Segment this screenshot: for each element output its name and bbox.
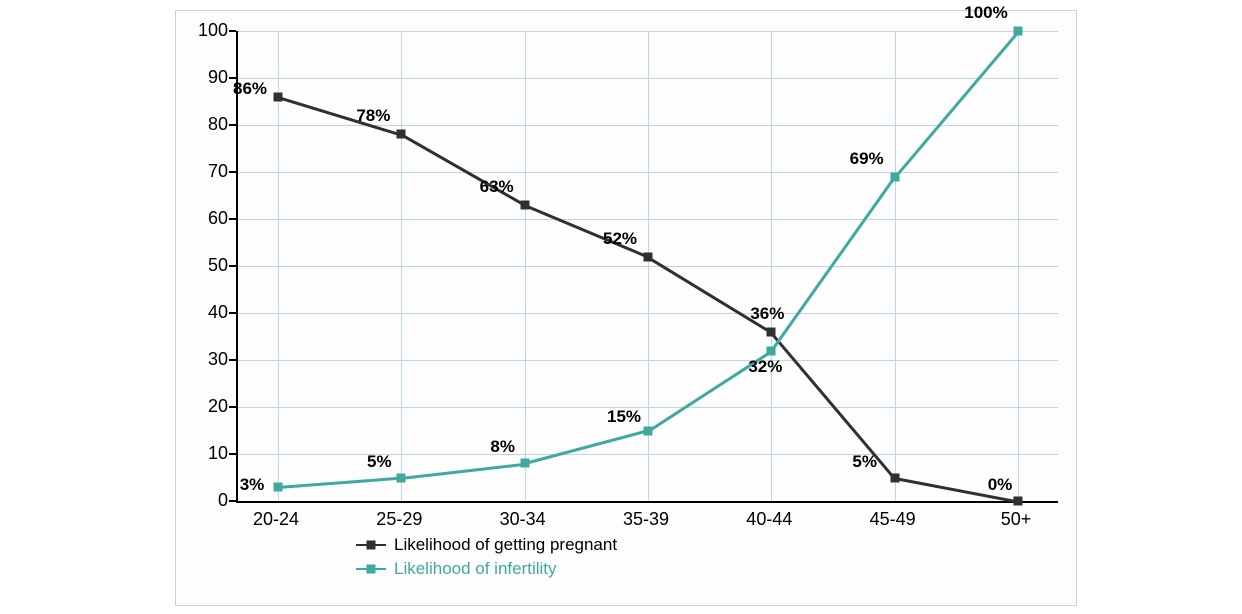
y-tick-label: 10 — [178, 443, 228, 464]
gridline-vertical — [401, 31, 402, 501]
y-tick-mark — [229, 124, 236, 126]
legend-item-pregnant: Likelihood of getting pregnant — [356, 533, 617, 557]
y-tick-mark — [229, 453, 236, 455]
legend: Likelihood of getting pregnant Likelihoo… — [356, 533, 617, 581]
x-tick-label: 20-24 — [253, 509, 299, 530]
gridline-vertical — [771, 31, 772, 501]
data-label-pregnant: 86% — [233, 79, 267, 99]
y-tick-mark — [229, 265, 236, 267]
square-marker-icon — [367, 541, 376, 550]
data-point-infertility — [520, 459, 529, 468]
legend-label-infertility: Likelihood of infertility — [394, 559, 557, 579]
y-tick-label: 100 — [178, 20, 228, 41]
data-label-pregnant: 5% — [852, 452, 877, 472]
y-tick-mark — [229, 77, 236, 79]
x-tick-label: 50+ — [1001, 509, 1032, 530]
data-label-infertility: 69% — [850, 149, 884, 169]
x-tick-label: 45-49 — [870, 509, 916, 530]
data-point-pregnant — [520, 200, 529, 209]
gridline-vertical — [895, 31, 896, 501]
y-tick-label: 30 — [178, 349, 228, 370]
gridline-vertical — [525, 31, 526, 501]
data-point-infertility — [890, 172, 899, 181]
y-tick-mark — [229, 500, 236, 502]
y-tick-label: 20 — [178, 396, 228, 417]
data-point-infertility — [274, 482, 283, 491]
y-tick-label: 80 — [178, 114, 228, 135]
data-point-pregnant — [274, 92, 283, 101]
data-label-infertility: 3% — [240, 475, 265, 495]
data-label-infertility: 100% — [964, 3, 1007, 23]
y-tick-label: 50 — [178, 255, 228, 276]
data-label-infertility: 32% — [748, 357, 782, 377]
y-tick-label: 70 — [178, 161, 228, 182]
data-label-infertility: 15% — [607, 407, 641, 427]
plot-area: 86%78%63%52%36%5%0%3%5%8%15%32%69%100% — [236, 31, 1058, 503]
data-label-infertility: 5% — [367, 452, 392, 472]
y-tick-mark — [229, 359, 236, 361]
data-label-pregnant: 0% — [988, 475, 1013, 495]
data-label-pregnant: 78% — [356, 106, 390, 126]
series-line-infertility — [278, 476, 402, 488]
y-tick-label: 60 — [178, 208, 228, 229]
data-label-pregnant: 36% — [750, 304, 784, 324]
y-tick-label: 90 — [178, 67, 228, 88]
legend-swatch-pregnant — [356, 544, 386, 547]
data-label-pregnant: 63% — [480, 177, 514, 197]
gridline-vertical — [1018, 31, 1019, 501]
legend-swatch-infertility — [356, 568, 386, 571]
data-point-infertility — [397, 473, 406, 482]
x-tick-label: 40-44 — [746, 509, 792, 530]
series-line-infertility — [894, 30, 1019, 177]
series-line-infertility — [401, 462, 525, 479]
data-point-infertility — [767, 346, 776, 355]
data-label-pregnant: 52% — [603, 229, 637, 249]
x-tick-label: 25-29 — [376, 509, 422, 530]
y-tick-mark — [229, 406, 236, 408]
y-tick-mark — [229, 312, 236, 314]
gridline-vertical — [278, 31, 279, 501]
data-point-pregnant — [890, 473, 899, 482]
series-line-infertility — [524, 430, 648, 465]
x-tick-label: 30-34 — [500, 509, 546, 530]
y-tick-label: 40 — [178, 302, 228, 323]
y-tick-mark — [229, 30, 236, 32]
data-point-infertility — [644, 426, 653, 435]
y-tick-mark — [229, 171, 236, 173]
y-tick-mark — [229, 218, 236, 220]
data-point-infertility — [1014, 27, 1023, 36]
data-point-pregnant — [644, 252, 653, 261]
square-marker-icon — [367, 565, 376, 574]
legend-label-pregnant: Likelihood of getting pregnant — [394, 535, 617, 555]
series-line-infertility — [770, 176, 895, 351]
y-tick-label: 0 — [178, 490, 228, 511]
chart-container: 86%78%63%52%36%5%0%3%5%8%15%32%69%100% 0… — [175, 10, 1077, 606]
data-label-infertility: 8% — [490, 437, 515, 457]
data-point-pregnant — [767, 327, 776, 336]
data-point-pregnant — [397, 130, 406, 139]
x-tick-label: 35-39 — [623, 509, 669, 530]
legend-item-infertility: Likelihood of infertility — [356, 557, 617, 581]
data-point-pregnant — [1014, 497, 1023, 506]
